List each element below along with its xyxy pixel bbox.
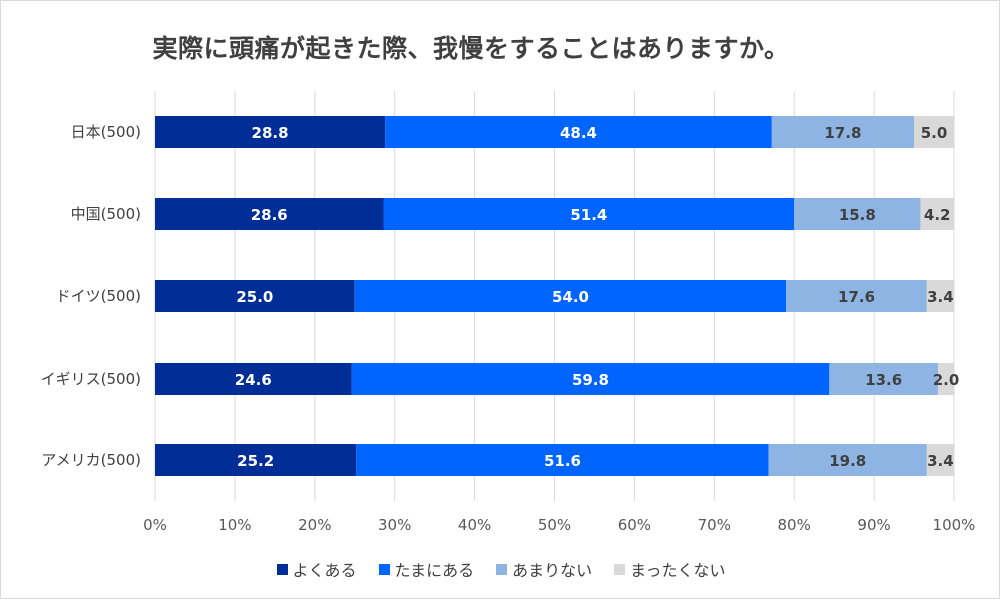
bar-segment xyxy=(786,280,927,312)
category-label: 日本(500) xyxy=(71,123,141,141)
bar-segment xyxy=(920,198,954,230)
x-tick-label: 100% xyxy=(933,516,976,534)
legend-item: よくある xyxy=(276,557,357,581)
data-label: 28.8 xyxy=(252,124,289,142)
x-tick-label: 20% xyxy=(298,516,331,534)
bar-segment xyxy=(794,198,921,230)
data-label: 4.2 xyxy=(924,206,951,224)
data-label: 17.6 xyxy=(838,288,875,306)
x-tick-label: 70% xyxy=(698,516,731,534)
data-label: 28.6 xyxy=(251,206,288,224)
bar-segment xyxy=(155,280,355,312)
x-tick-label: 30% xyxy=(378,516,411,534)
x-tick-label: 80% xyxy=(778,516,811,534)
x-tick-label: 60% xyxy=(618,516,651,534)
bar-segment xyxy=(926,444,954,476)
data-label: 5.0 xyxy=(921,124,948,142)
bar-segment xyxy=(356,444,769,476)
data-label: 25.2 xyxy=(237,452,274,470)
data-label: 59.8 xyxy=(572,371,609,389)
legend-item: あまりない xyxy=(496,557,592,581)
legend-label: あまりない xyxy=(512,561,593,580)
data-label: 51.6 xyxy=(544,452,581,470)
bar-segment xyxy=(354,280,787,312)
data-label: 17.8 xyxy=(824,124,861,142)
data-label: 51.4 xyxy=(570,206,607,224)
x-tick-label: 10% xyxy=(218,516,251,534)
legend-swatch xyxy=(378,563,390,575)
category-label: 中国(500) xyxy=(71,205,141,223)
legend: よくある たまにある あまりない まったくない xyxy=(1,557,1000,581)
bar-segment xyxy=(383,198,795,230)
x-tick-label: 90% xyxy=(857,516,890,534)
data-label: 13.6 xyxy=(865,371,902,389)
bar-segment xyxy=(926,280,954,312)
legend-item: まったくない xyxy=(614,557,725,581)
data-label: 3.4 xyxy=(927,288,954,306)
data-label: 24.6 xyxy=(235,371,272,389)
bar-segment xyxy=(155,363,352,395)
data-label: 2.0 xyxy=(933,371,960,389)
category-label: イギリス(500) xyxy=(41,370,141,388)
bar-segment xyxy=(771,116,915,148)
data-label: 25.0 xyxy=(236,288,273,306)
data-label: 3.4 xyxy=(927,452,954,470)
legend-swatch xyxy=(276,563,288,575)
legend-swatch xyxy=(496,563,508,575)
chart-title: 実際に頭痛が起きた際、我慢をすることはありますか。 xyxy=(152,34,790,63)
bar-segment xyxy=(155,116,386,148)
bar-segment xyxy=(914,116,954,148)
bar-segment xyxy=(385,116,772,148)
bar-segment xyxy=(155,444,357,476)
bar-segment xyxy=(768,444,927,476)
x-tick-label: 40% xyxy=(458,516,491,534)
data-label: 54.0 xyxy=(552,288,589,306)
data-label: 19.8 xyxy=(829,452,866,470)
x-tick-label: 0% xyxy=(143,516,167,534)
legend-label: たまにある xyxy=(394,561,475,580)
legend-item: たまにある xyxy=(378,557,475,581)
data-label: 15.8 xyxy=(839,206,876,224)
legend-label: よくある xyxy=(292,561,357,580)
data-label: 48.4 xyxy=(560,124,597,142)
category-label: アメリカ(500) xyxy=(41,451,141,469)
category-label: ドイツ(500) xyxy=(56,287,141,305)
x-tick-label: 50% xyxy=(538,516,571,534)
bar-segment xyxy=(938,363,954,395)
bar-segment xyxy=(155,198,384,230)
bar-segment xyxy=(829,363,939,395)
legend-label: まったくない xyxy=(630,561,726,580)
bar-segment xyxy=(351,363,830,395)
legend-swatch xyxy=(614,563,626,575)
